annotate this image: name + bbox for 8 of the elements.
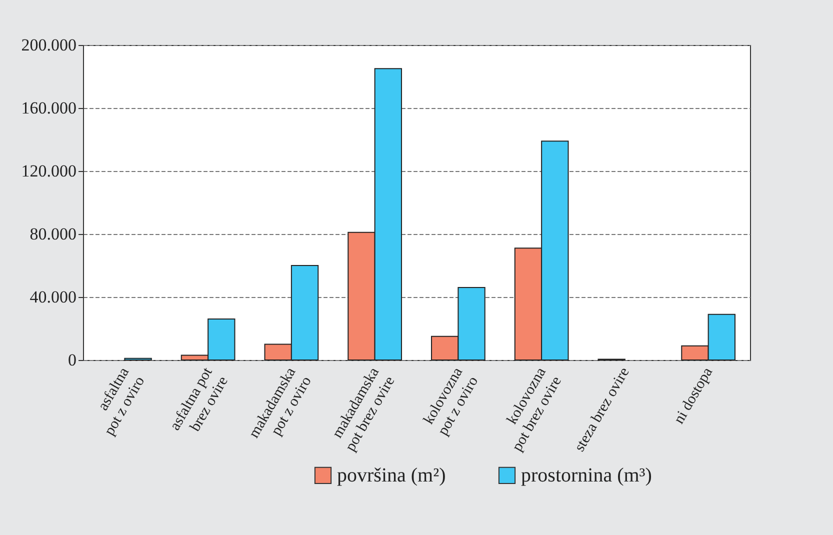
- y-tick-label: 120.000: [21, 162, 76, 180]
- y-tick-label: 200.000: [21, 36, 76, 54]
- y-tick-label: 160.000: [21, 98, 76, 118]
- legend-label: prostornina (m³): [521, 464, 652, 486]
- y-tick-label: 0: [68, 350, 76, 370]
- y-tick-label: 80.000: [30, 224, 76, 244]
- legend-label: površina (m²): [337, 464, 446, 486]
- y-tick-label: 40.000: [30, 288, 76, 306]
